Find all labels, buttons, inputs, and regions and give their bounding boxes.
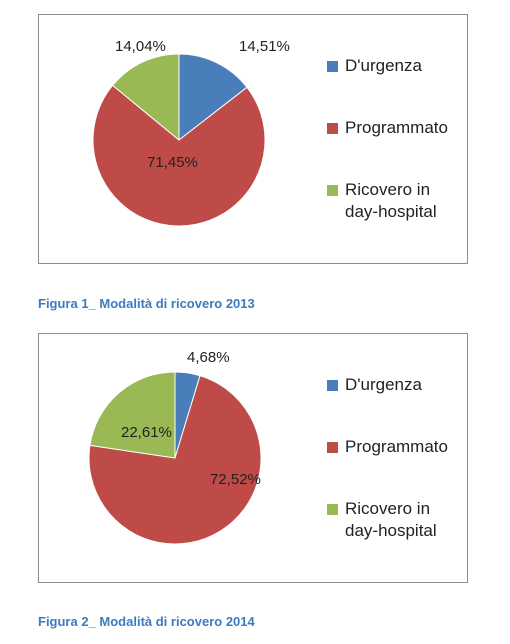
legend-item-durgenza: D'urgenza [327,374,455,396]
data-label: 71,45% [147,154,198,171]
slice-programmato [92,84,266,227]
slice-dayhospital [111,53,180,142]
legend-swatch-dayhospital [327,504,338,515]
legend-item-dayhospital: Ricovero in day-hospital [327,498,455,542]
legend-label: D'urgenza [345,56,422,75]
legend-label: Ricovero in day-hospital [345,499,437,540]
data-label: 14,04% [115,38,166,55]
data-label: 22,61% [121,424,172,441]
legend-swatch-programmato [327,442,338,453]
chart-2013: 14,51% 71,45% 14,04% D'urgenza Programmato… [38,14,468,264]
legend-item-programmato: Programmato [327,117,455,139]
slice-programmato [88,375,262,545]
data-label: 72,52% [210,471,261,488]
data-label: 14,51% [239,38,290,55]
legend-item-dayhospital: Ricovero in day-hospital [327,179,455,223]
legend-label: D'urgenza [345,375,422,394]
chart-2014: 4,68% 72,52% 22,61% D'urgenza Programmato … [38,333,468,583]
pie-chart-2013: 14,51% 71,45% 14,04% [92,38,290,227]
pie-chart-2014: 4,68% 72,52% 22,61% [88,349,262,545]
legend-swatch-dayhospital [327,185,338,196]
legend-label: Programmato [345,118,448,137]
slice-durgenza [178,53,248,142]
slice-dayhospital [89,371,176,459]
legend-swatch-durgenza [327,380,338,391]
legend-item-durgenza: D'urgenza [327,55,455,77]
legend-label: Ricovero in day-hospital [345,180,437,221]
legend-label: Programmato [345,437,448,456]
data-label: 4,68% [187,349,230,366]
figure-caption: Figura 2_ Modalità di ricovero 2014 [38,614,255,629]
legend: D'urgenza Programmato Ricovero in day-ho… [327,374,455,542]
legend-swatch-programmato [327,123,338,134]
legend: D'urgenza Programmato Ricovero in day-ho… [327,55,455,223]
figure-caption: Figura 1_ Modalità di ricovero 2013 [38,296,255,311]
legend-item-programmato: Programmato [327,436,455,458]
legend-swatch-durgenza [327,61,338,72]
